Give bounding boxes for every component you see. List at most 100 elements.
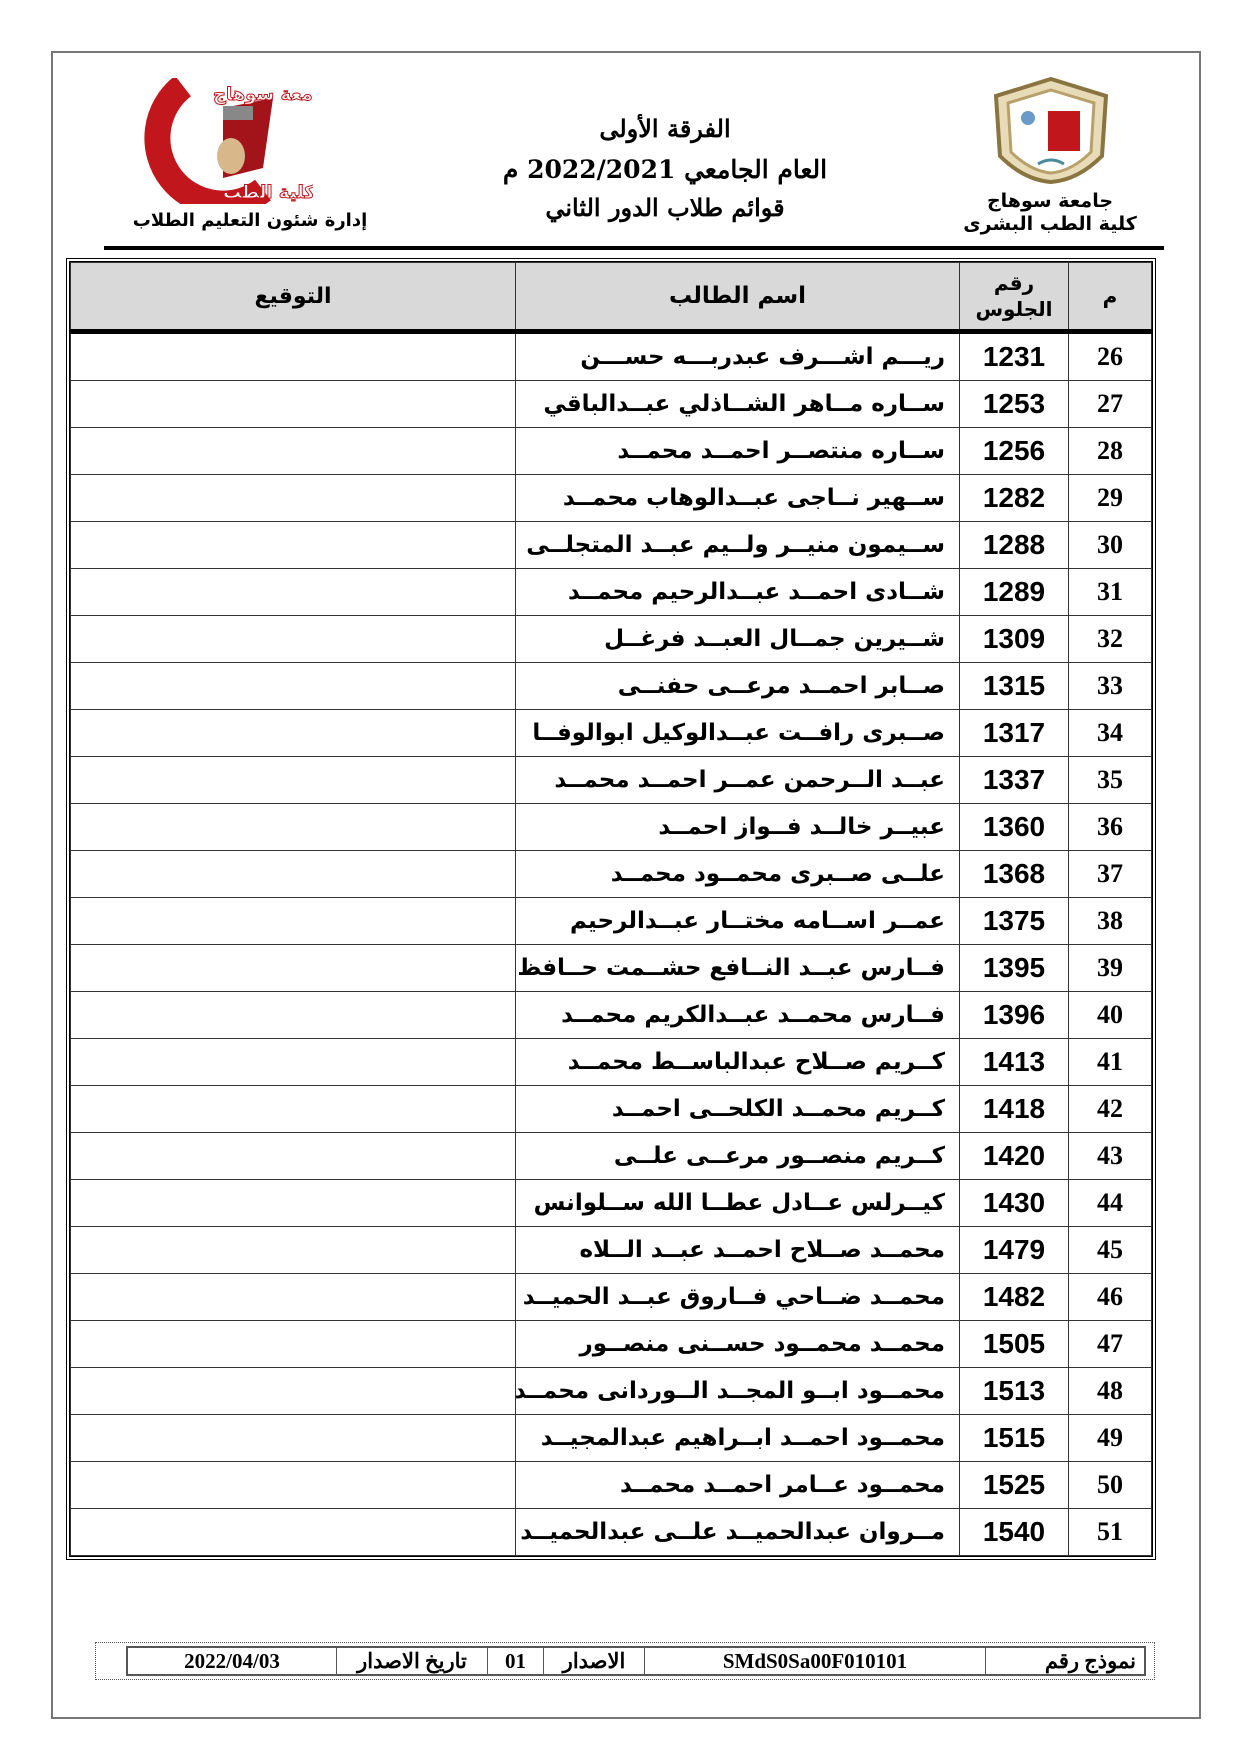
signature-cell: [70, 850, 516, 898]
form-number-label: نموذج رقم: [985, 1646, 1146, 1676]
student-name: صــابر احمــد مرعــى حفنــى: [515, 662, 960, 710]
row-index: 32: [1068, 615, 1152, 663]
signature-cell: [70, 380, 516, 428]
row-index: 49: [1068, 1414, 1152, 1462]
row-index: 39: [1068, 944, 1152, 992]
signature-cell: [70, 991, 516, 1039]
table-row: 49 1515 محمــود احمــد ابــراهيم عبدالمجيـ…: [70, 1414, 1152, 1462]
issue-date-label: تاريخ الاصدار: [336, 1646, 488, 1676]
student-name: محمــد محمــود حســنى منصــور: [515, 1320, 960, 1368]
row-index: 37: [1068, 850, 1152, 898]
row-index: 29: [1068, 474, 1152, 522]
seat-number: 1430: [959, 1179, 1069, 1227]
title-year-group: الفرقة الأولى: [599, 114, 731, 143]
table-row: 44 1430 كيــرلس عــادل عطــا الله ســلوانس: [70, 1179, 1152, 1227]
faculty-of-medicine-logo: جامعة سوهاج كلية الطب: [144, 78, 313, 204]
seat-number: 1282: [959, 474, 1069, 522]
row-index: 43: [1068, 1132, 1152, 1180]
faculty-name: كلية الطب البشرى: [963, 213, 1137, 235]
student-name: كــريم محمــد الكلحــى احمــد: [515, 1085, 960, 1133]
col-header-signature: التوقيع: [70, 262, 516, 334]
seat-number: 1418: [959, 1085, 1069, 1133]
student-name: كــريم منصــور مرعــى علــى: [515, 1132, 960, 1180]
student-name: ريـــم اشـــرف عبدربـــه حســـن: [515, 331, 960, 381]
seat-number: 1317: [959, 709, 1069, 757]
title-list-name: قوائم طلاب الدور الثاني: [545, 193, 785, 222]
table-header-row: م رقم الجلوس اسم الطالب التوقيع: [70, 262, 1152, 334]
signature-cell: [70, 1508, 516, 1556]
row-index: 27: [1068, 380, 1152, 428]
student-name: ســيمون منيــر ولــيم عبــد المتجلــى: [515, 521, 960, 569]
table-row: 46 1482 محمــد ضــاحي فــاروق عبــد الحميـ…: [70, 1273, 1152, 1321]
seat-number: 1231: [959, 331, 1069, 381]
row-index: 51: [1068, 1508, 1152, 1556]
form-number-value: SMdS0Sa00F010101: [644, 1646, 986, 1676]
seat-number: 1253: [959, 380, 1069, 428]
table-row: 48 1513 محمــود ابــو المجــد الــوردانى م…: [70, 1367, 1152, 1415]
signature-cell: [70, 474, 516, 522]
signature-cell: [70, 662, 516, 710]
table-row: 34 1317 صــبرى رافــت عبــدالوكيل ابوالوفـ…: [70, 709, 1152, 757]
student-name: علــى صــبرى محمــود محمــد: [515, 850, 960, 898]
student-name: عمــر اســامه مختــار عبــدالرحيم: [515, 897, 960, 945]
seat-number: 1315: [959, 662, 1069, 710]
row-index: 28: [1068, 427, 1152, 475]
signature-cell: [70, 944, 516, 992]
signature-cell: [70, 1273, 516, 1321]
sohag-university-seal-logo: [993, 76, 1109, 184]
table-row: 47 1505 محمــد محمــود حســنى منصــور: [70, 1320, 1152, 1368]
table-row: 41 1413 كــريم صــلاح عبدالباســط محمــد: [70, 1038, 1152, 1086]
row-index: 38: [1068, 897, 1152, 945]
row-index: 36: [1068, 803, 1152, 851]
student-name: عبــد الــرحمن عمــر احمــد محمــد: [515, 756, 960, 804]
row-index: 31: [1068, 568, 1152, 616]
signature-cell: [70, 427, 516, 475]
student-name: فــارس محمــد عبــدالكريم محمــد: [515, 991, 960, 1039]
student-name: شــادى احمــد عبــدالرحيم محمــد: [515, 568, 960, 616]
seat-number: 1360: [959, 803, 1069, 851]
table-row: 42 1418 كــريم محمــد الكلحــى احمــد: [70, 1085, 1152, 1133]
signature-cell: [70, 1132, 516, 1180]
issue-value: 01: [487, 1646, 544, 1676]
student-name: محمــود ابــو المجــد الــوردانى محمــد: [515, 1367, 960, 1415]
seat-number: 1368: [959, 850, 1069, 898]
signature-cell: [70, 1461, 516, 1509]
student-name: محمــود احمــد ابــراهيم عبدالمجيــد: [515, 1414, 960, 1462]
student-name: ســاره منتصــر احمــد محمــد: [515, 427, 960, 475]
signature-cell: [70, 331, 516, 381]
row-index: 26: [1068, 331, 1152, 381]
seat-number: 1479: [959, 1226, 1069, 1274]
logo-text-university: جامعة سوهاج: [213, 84, 313, 105]
seat-number: 1525: [959, 1461, 1069, 1509]
col-header-index: م: [1068, 262, 1152, 334]
seat-number: 1375: [959, 897, 1069, 945]
row-index: 30: [1068, 521, 1152, 569]
header-divider: [104, 246, 1164, 250]
student-name: محمــود عــامر احمــد محمــد: [515, 1461, 960, 1509]
student-name: كيــرلس عــادل عطــا الله ســلوانس: [515, 1179, 960, 1227]
issue-label: الاصدار: [543, 1646, 645, 1676]
seat-number: 1395: [959, 944, 1069, 992]
page-frame: [51, 51, 1201, 1719]
university-name: جامعة سوهاج: [986, 190, 1114, 212]
student-name: محمــد ضــاحي فــاروق عبــد الحميــد: [515, 1273, 960, 1321]
signature-cell: [70, 521, 516, 569]
table-row: 37 1368 علــى صــبرى محمــود محمــد: [70, 850, 1152, 898]
student-name: ســهير نــاجى عبــدالوهاب محمــد: [515, 474, 960, 522]
seat-number: 1337: [959, 756, 1069, 804]
row-index: 44: [1068, 1179, 1152, 1227]
seat-number: 1513: [959, 1367, 1069, 1415]
row-index: 40: [1068, 991, 1152, 1039]
signature-cell: [70, 897, 516, 945]
table-row: 27 1253 ســاره مــاهر الشــاذلي عبــدالباق…: [70, 380, 1152, 428]
table-row: 30 1288 ســيمون منيــر ولــيم عبــد المتجل…: [70, 521, 1152, 569]
student-name: فــارس عبــد النــافع حشــمت حــافظ: [515, 944, 960, 992]
student-name: عبيــر خالــد فــواز احمــد: [515, 803, 960, 851]
table-row: 39 1395 فــارس عبــد النــافع حشــمت حــاف…: [70, 944, 1152, 992]
seat-number: 1413: [959, 1038, 1069, 1086]
signature-cell: [70, 568, 516, 616]
seat-number: 1309: [959, 615, 1069, 663]
row-index: 33: [1068, 662, 1152, 710]
student-name: كــريم صــلاح عبدالباســط محمــد: [515, 1038, 960, 1086]
signature-cell: [70, 803, 516, 851]
